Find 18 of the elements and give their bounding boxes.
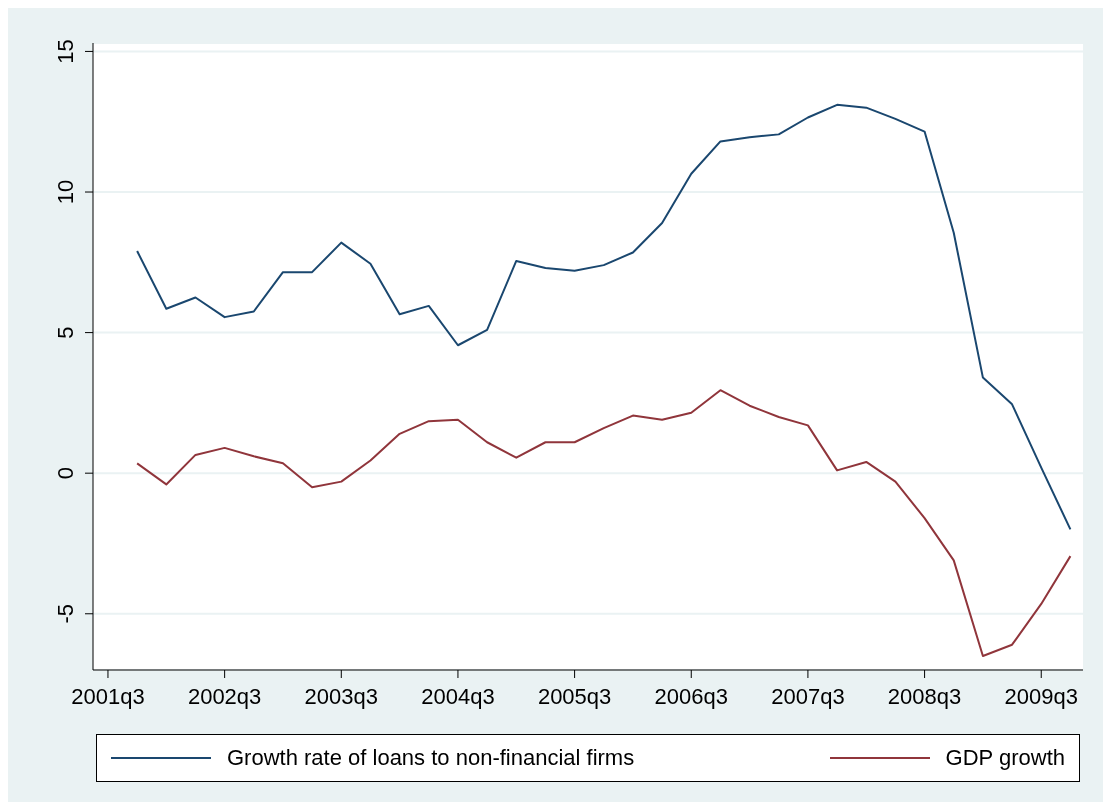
y-tick-label: 0 xyxy=(53,467,78,480)
line-series xyxy=(136,103,1072,531)
y-tick-label: 5 xyxy=(53,326,78,339)
x-tick-label: 2008q3 xyxy=(887,683,962,709)
x-tick-label: 2003q3 xyxy=(304,683,378,709)
y-tick-label: 15 xyxy=(53,39,78,64)
x-tick-label: 2004q3 xyxy=(421,683,495,709)
y-tick-label: -5 xyxy=(53,603,78,624)
legend-label: GDP growth xyxy=(945,745,1065,771)
x-tick-label: 2007q3 xyxy=(771,683,845,709)
x-tick-label: 2009q3 xyxy=(1004,683,1078,709)
x-tick-label: 2005q3 xyxy=(537,683,612,709)
legend-label: Growth rate of loans to non-financial firms xyxy=(227,745,635,771)
line-series xyxy=(136,389,1072,657)
x-tick-label: 2006q3 xyxy=(654,683,728,709)
x-tick-label: 2002q3 xyxy=(187,683,262,709)
y-tick-label: 10 xyxy=(53,179,78,205)
x-tick-label: 2001q3 xyxy=(71,683,145,709)
